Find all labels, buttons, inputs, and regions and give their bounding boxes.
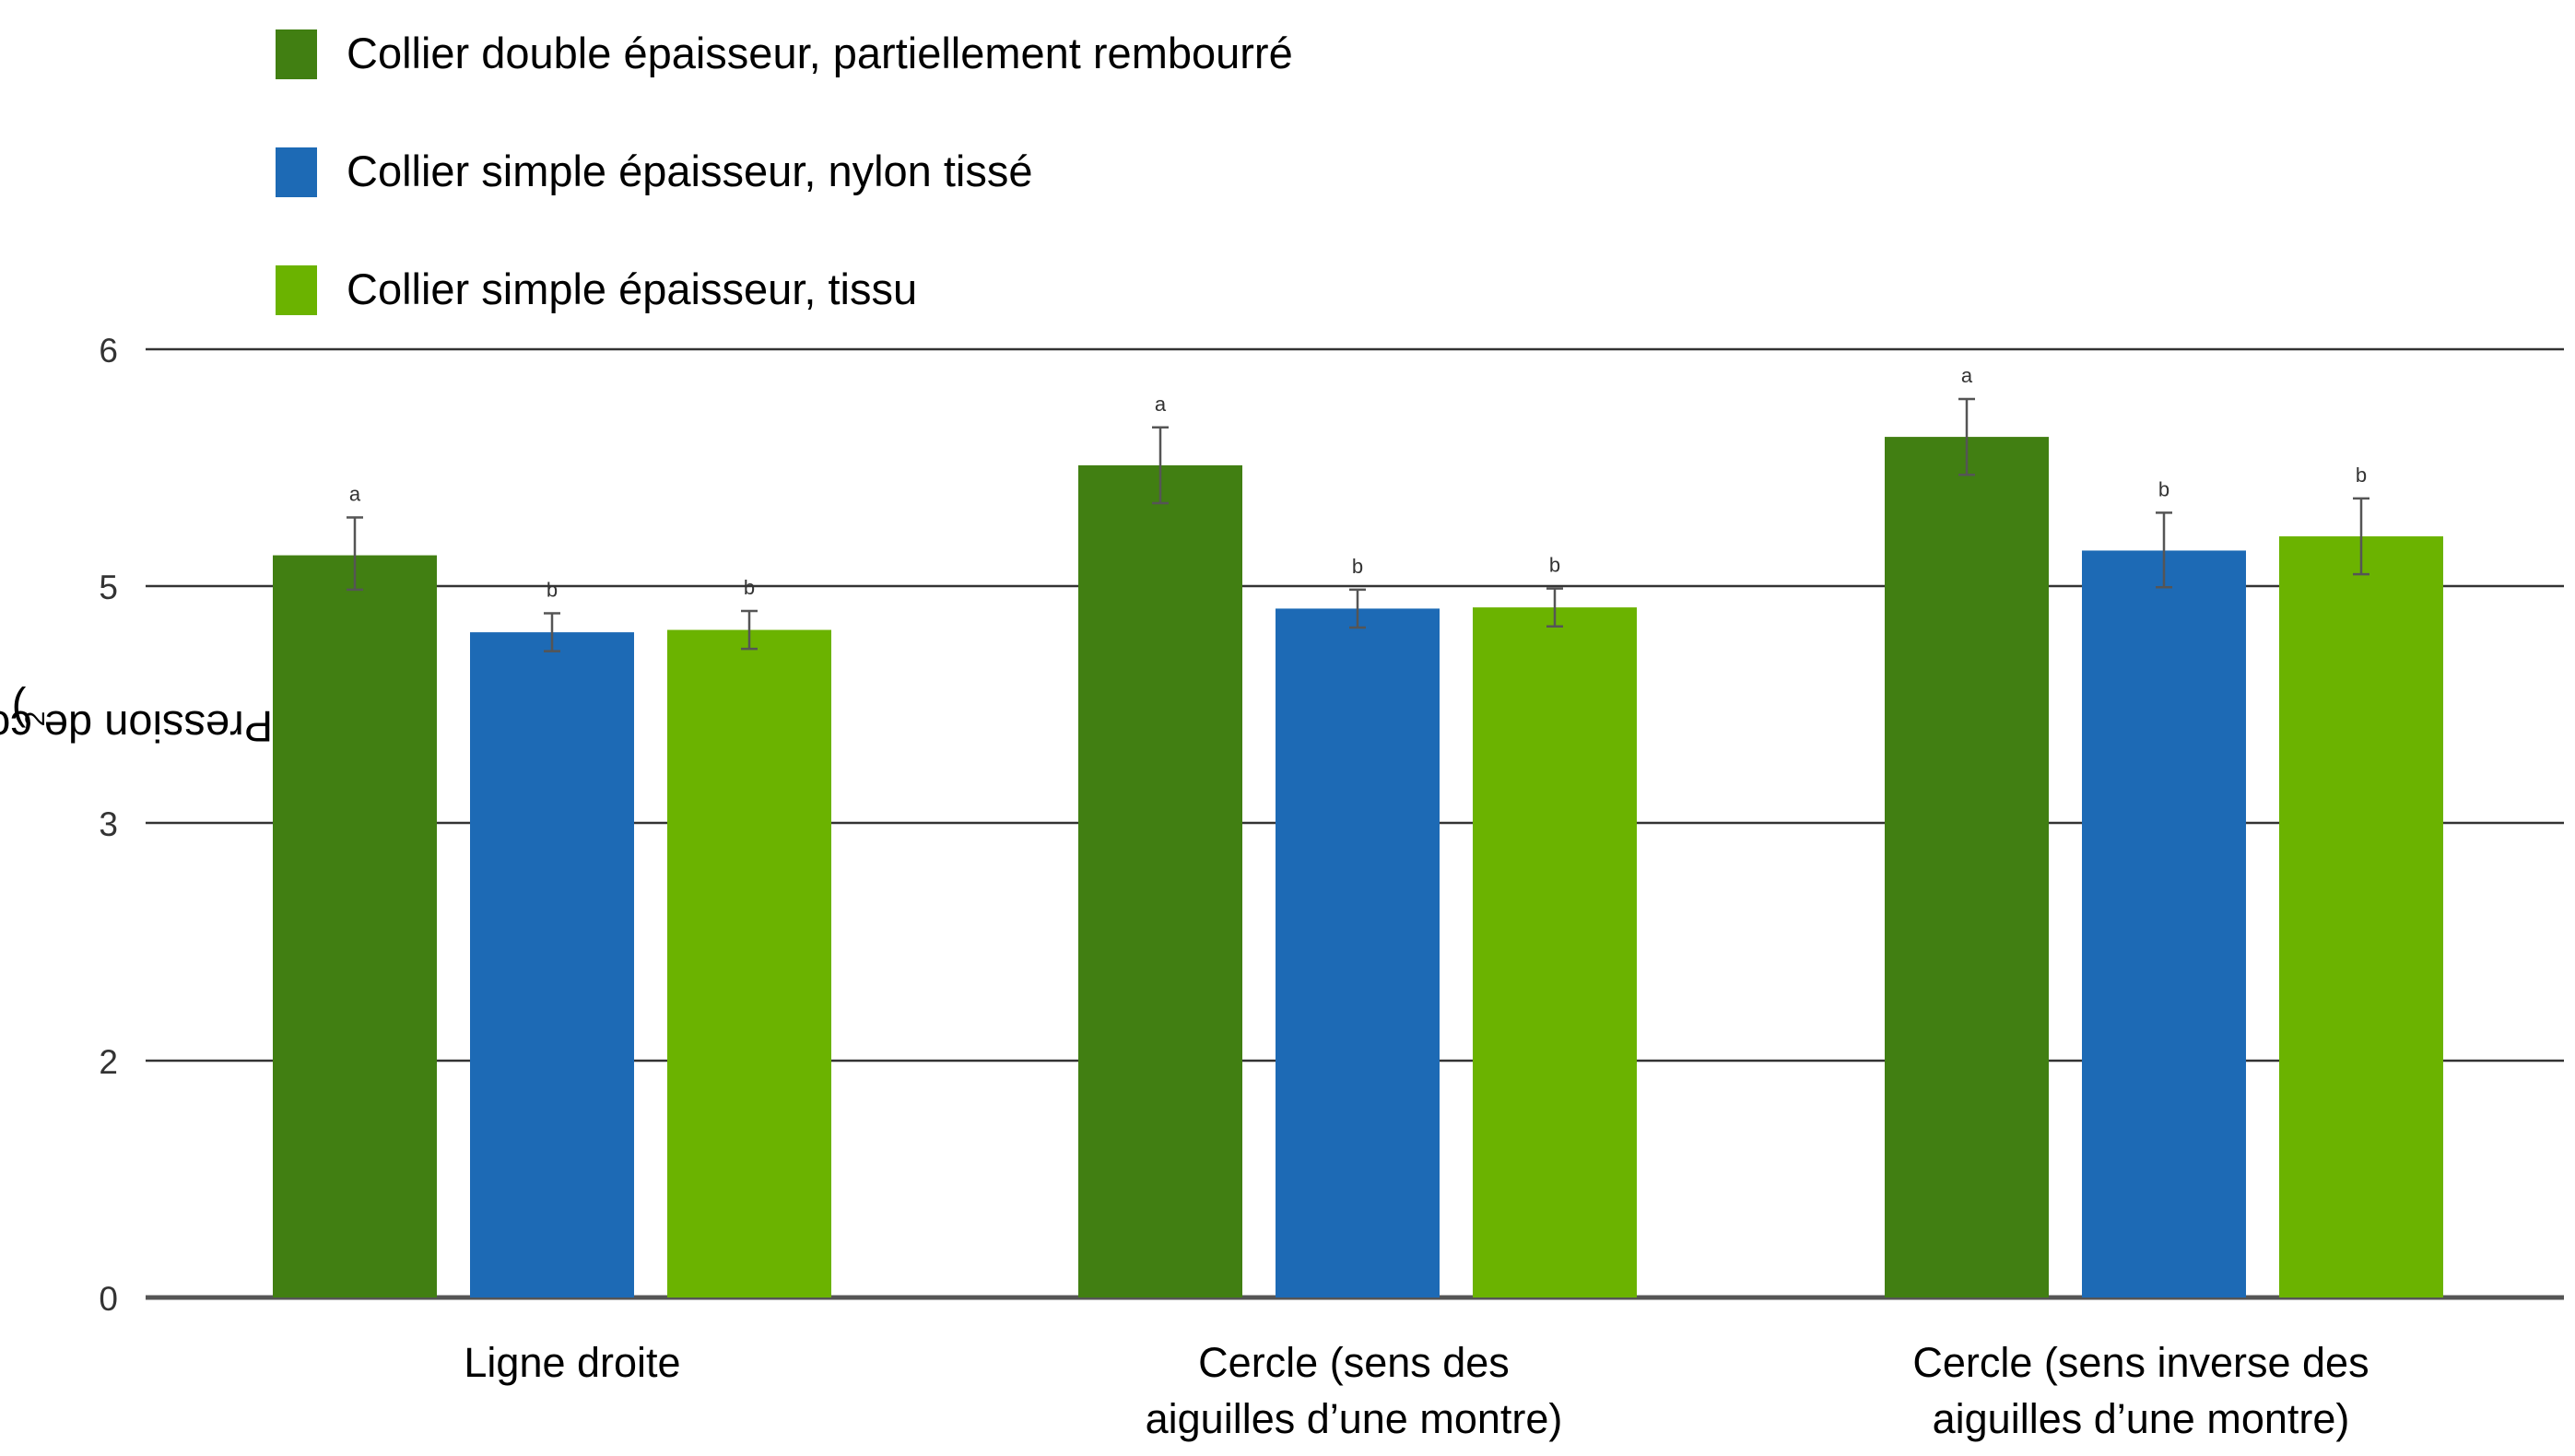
significance-letter: b	[1352, 555, 1363, 578]
x-tick-labels: Ligne droite Cercle (sens des aiguilles d’…	[464, 1339, 2369, 1442]
bar	[1473, 607, 1637, 1297]
y-tick-label: 5	[99, 569, 118, 606]
legend-swatch	[276, 147, 317, 197]
legend-swatch	[276, 265, 317, 315]
bar	[667, 629, 831, 1297]
significance-letter: a	[1155, 393, 1167, 416]
significance-letter: b	[2158, 477, 2169, 500]
x-tick-label: Ligne droite	[464, 1339, 680, 1386]
bars: a b b a b b a b b	[273, 364, 2443, 1298]
bar	[470, 632, 634, 1297]
significance-letter: b	[2356, 464, 2367, 487]
bar	[2082, 550, 2246, 1297]
bar	[273, 555, 437, 1297]
legend-label: Collier double épaisseur, partiellement …	[347, 29, 1293, 77]
y-axis-label-end: )	[11, 687, 27, 736]
significance-letter: b	[1549, 554, 1560, 577]
y-tick-label: 6	[99, 332, 118, 370]
y-tick-label: 0	[99, 1280, 118, 1318]
y-tick-label: 3	[99, 805, 118, 843]
y-axis-label-main: Pression de contact (N/cm	[0, 701, 274, 751]
y-tick-labels: 0 2 3 5 6	[99, 332, 118, 1318]
bar	[2279, 536, 2443, 1297]
x-tick-label: Cercle (sens inverse des	[1912, 1339, 2369, 1386]
significance-letter: b	[744, 576, 755, 599]
significance-letter: a	[1961, 364, 1973, 387]
x-tick-label: Cercle (sens des	[1198, 1339, 1510, 1386]
legend-label: Collier simple épaisseur, tissu	[347, 264, 918, 313]
legend-swatch	[276, 29, 317, 79]
bar	[1885, 437, 2049, 1298]
x-tick-label: aiguilles d’une montre)	[1933, 1395, 2350, 1442]
significance-letter: a	[349, 482, 361, 505]
y-tick-label: 2	[99, 1043, 118, 1081]
bar	[1276, 608, 1440, 1297]
x-tick-label: aiguilles d’une montre)	[1146, 1395, 1563, 1442]
legend-label: Collier simple épaisseur, nylon tissé	[347, 147, 1033, 195]
significance-letter: b	[547, 579, 558, 602]
bar	[1078, 464, 1242, 1297]
